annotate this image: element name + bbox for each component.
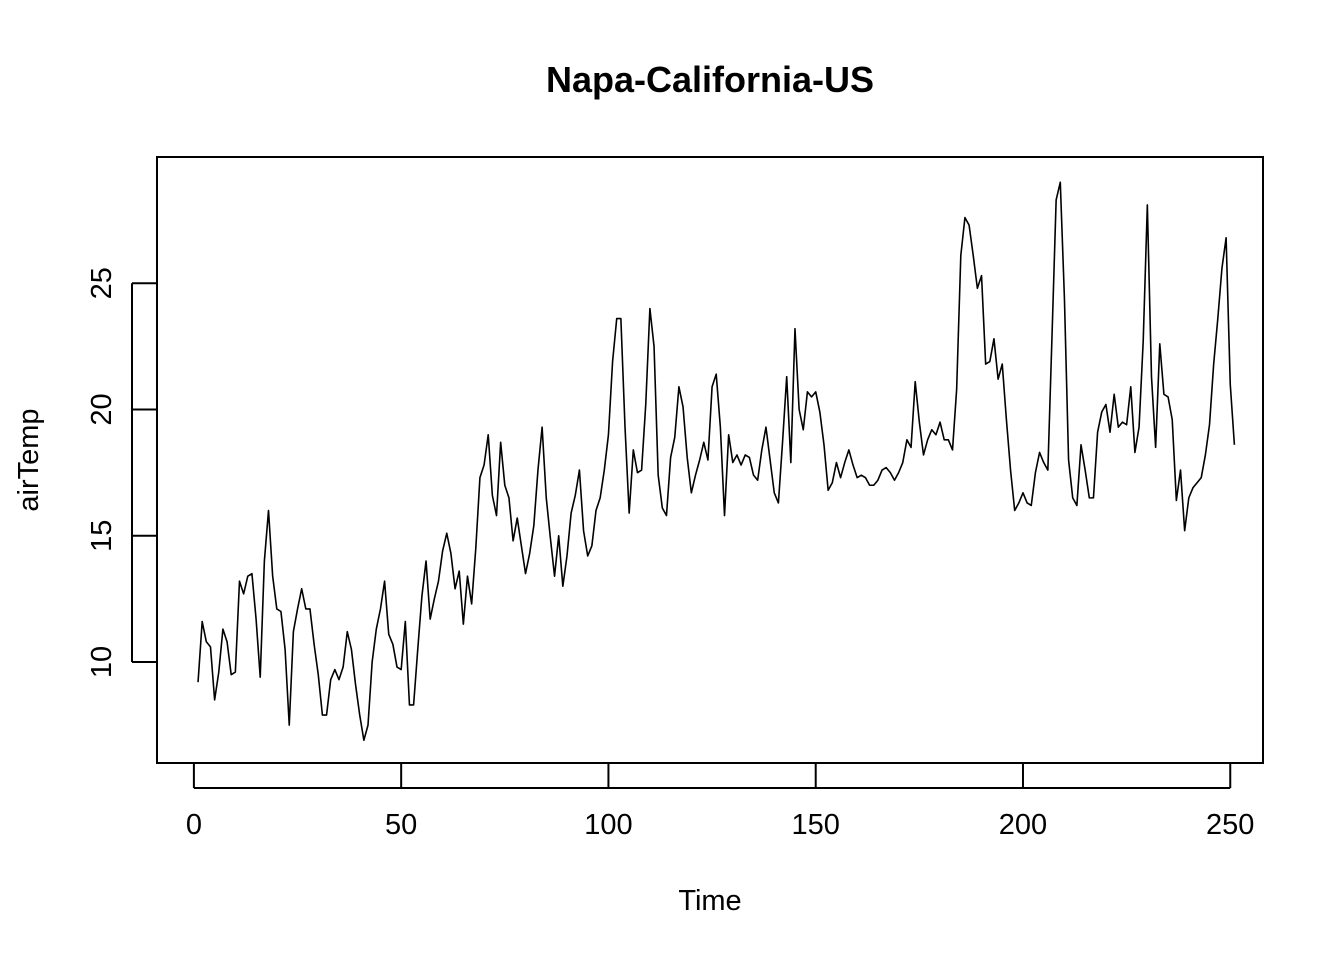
series-line — [197, 181, 1236, 742]
y-axis: 10 15 20 25 — [86, 267, 157, 678]
x-tick-label: 50 — [385, 809, 417, 841]
y-tick-label: 20 — [86, 393, 118, 425]
x-tick-label: 150 — [792, 809, 840, 841]
x-tick-label: 200 — [999, 809, 1047, 841]
x-tick-label: 250 — [1206, 809, 1254, 841]
x-tick-label: 0 — [186, 809, 202, 841]
x-axis: 0 50 100 150 200 250 — [186, 764, 1254, 841]
y-tick-label: 15 — [86, 520, 118, 552]
y-tick-label: 25 — [86, 267, 118, 299]
y-axis-label: airTemp — [13, 408, 45, 511]
y-tick-label: 10 — [86, 646, 118, 678]
x-axis-label: Time — [678, 885, 741, 917]
chart-title: Napa-California-US — [546, 59, 874, 100]
x-tick-label: 100 — [584, 809, 632, 841]
plot-frame — [156, 156, 1264, 764]
